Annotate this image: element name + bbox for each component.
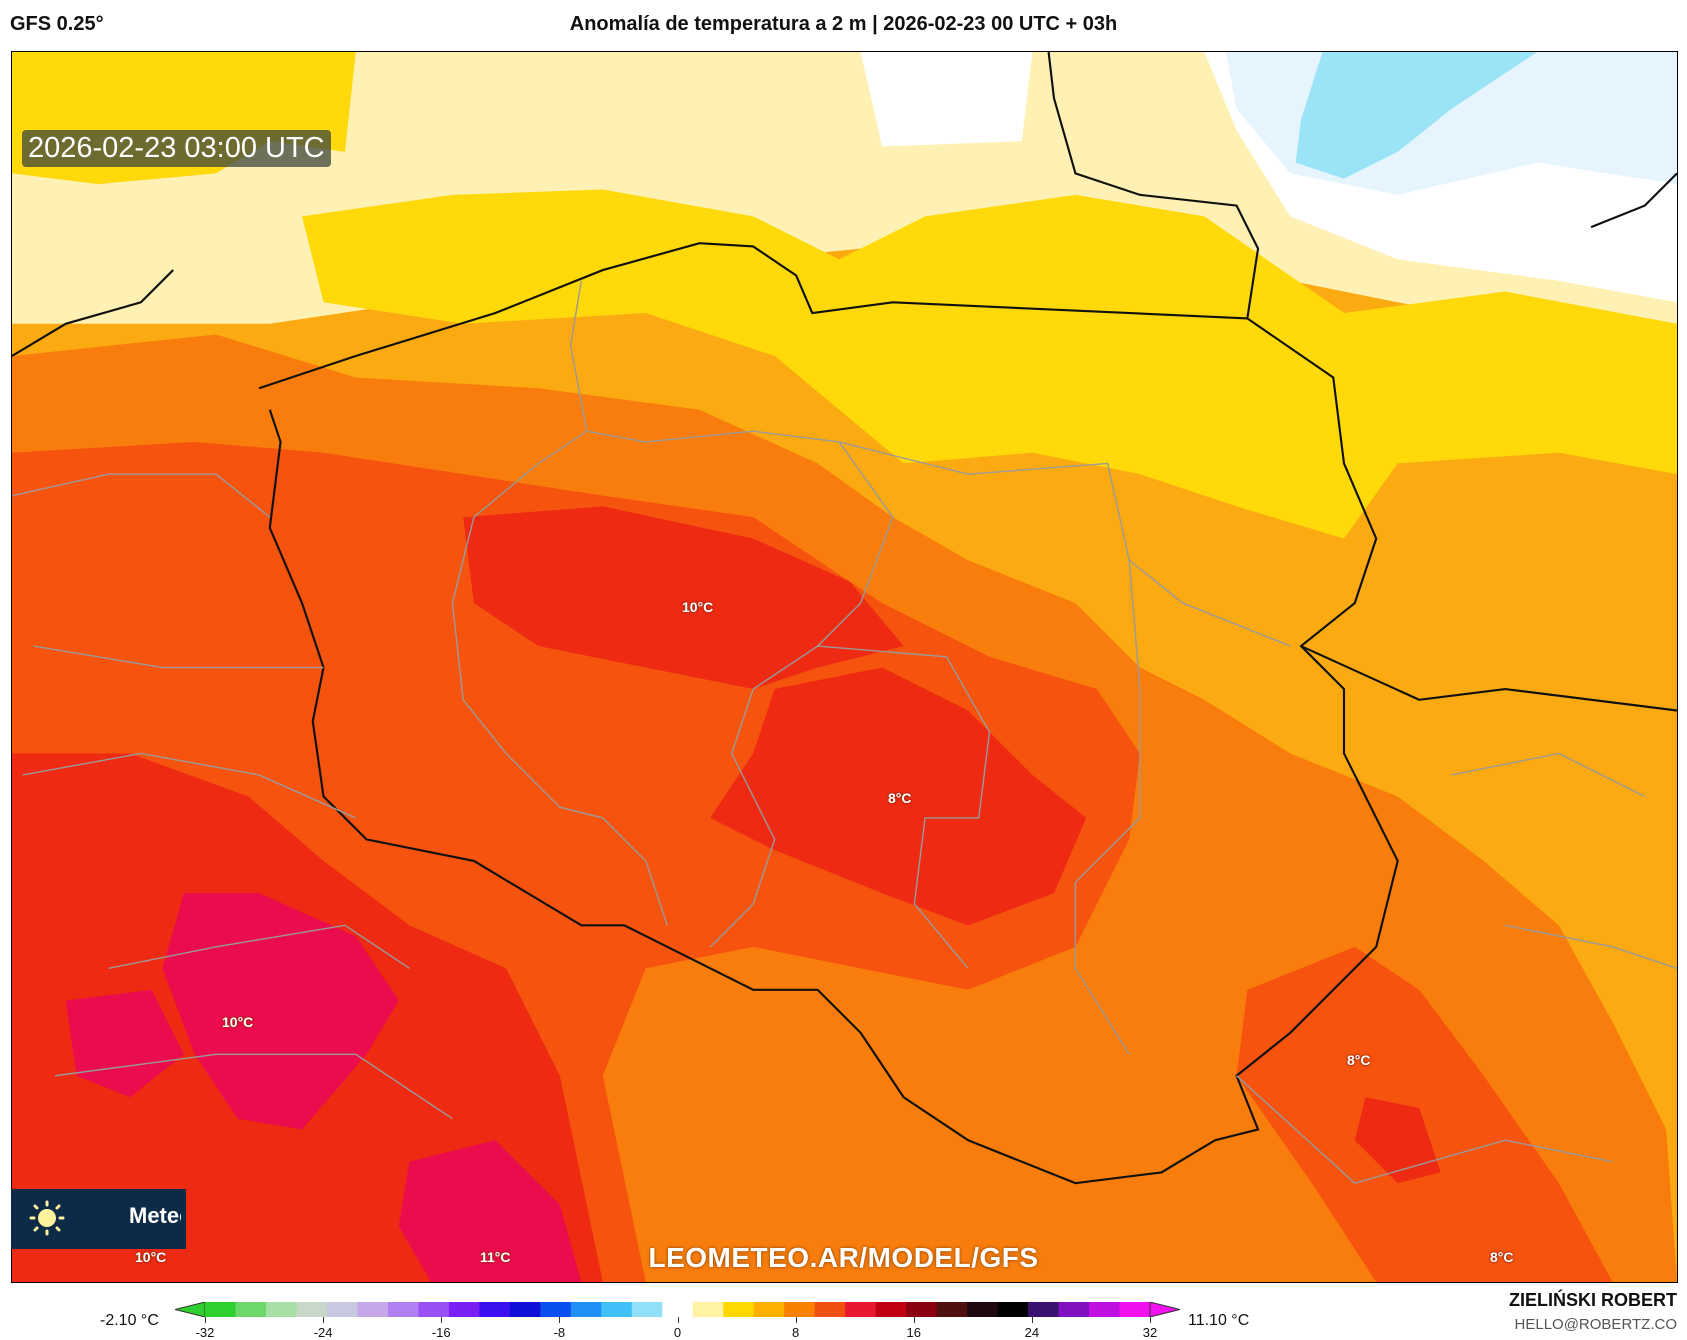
colorbar-segment — [1089, 1302, 1121, 1317]
colorbar-segment — [326, 1302, 358, 1317]
colorbar-segment — [418, 1302, 450, 1317]
field-magenta-red — [65, 893, 582, 1282]
colorbar-max-label: 11.10 °C — [1188, 1312, 1250, 1329]
colorbar-segment — [1028, 1302, 1060, 1317]
colorbar-segment — [662, 1302, 694, 1317]
colorbar-tick — [559, 1317, 561, 1323]
colorbar-segment — [967, 1302, 999, 1317]
region-borders — [12, 280, 1677, 1184]
colorbar-segment — [723, 1302, 755, 1317]
colorbar-segment — [845, 1302, 877, 1317]
model-label: GFS 0.25° — [10, 13, 104, 35]
field-red — [12, 506, 1441, 1282]
contour-label: 10°C — [222, 1014, 254, 1030]
colorbar-tick — [913, 1317, 915, 1323]
colorbar-tick — [1150, 1317, 1151, 1323]
colorbar-segment — [509, 1302, 541, 1317]
colorbar-segment — [265, 1302, 297, 1317]
colorbar-tick-label: -24 — [313, 1325, 333, 1340]
logo-text: Meteo — [129, 1203, 181, 1228]
colorbar-segment — [875, 1302, 907, 1317]
contour-label: 8°C — [1347, 1052, 1371, 1068]
colorbar-segment — [448, 1302, 480, 1317]
colorbar-segment — [205, 1302, 236, 1317]
colorbar-segment — [296, 1302, 328, 1317]
colorbar-tick-label: -32 — [195, 1325, 215, 1340]
colorbar-segment — [906, 1302, 938, 1317]
colorbar-tick-label: -8 — [553, 1325, 566, 1340]
colorbar-segment — [936, 1302, 968, 1317]
contour-label: 8°C — [888, 790, 912, 806]
colorbar-tick — [1031, 1317, 1033, 1323]
contour-label: 8°C — [1490, 1249, 1514, 1265]
colorbar-max-arrow — [1149, 1302, 1180, 1317]
chart-title: Anomalía de temperatura a 2 m | 2026-02-… — [569, 13, 1118, 35]
colorbar-segment — [692, 1302, 724, 1317]
colorbar-segment — [540, 1302, 572, 1317]
field-yellow — [12, 52, 1677, 539]
colorbar-segment — [1058, 1302, 1090, 1317]
contour-label: 11°C — [480, 1249, 511, 1265]
colorbar-tick-label: 32 — [1142, 1325, 1158, 1340]
contour-label: 10°C — [135, 1249, 167, 1265]
colorbar-tick-label: 0 — [673, 1325, 682, 1340]
colorbar-tick-label: 8 — [792, 1325, 800, 1340]
author-email[interactable]: HELLO@ROBERTZ.CO — [1514, 1316, 1677, 1333]
colorbar — [175, 1302, 1180, 1317]
colorbar-segment — [784, 1302, 816, 1317]
field-light-blue — [1295, 52, 1538, 179]
author-credit: ZIELIŃSKI ROBERT — [1508, 1290, 1677, 1310]
colorbar-segment — [235, 1302, 267, 1317]
colorbar-tick-label: 16 — [906, 1325, 921, 1340]
colorbar-segment — [479, 1302, 511, 1317]
colorbar-segment — [1119, 1302, 1151, 1317]
colorbar-segment — [387, 1302, 419, 1317]
colorbar-tick-label: 24 — [1024, 1325, 1040, 1340]
colorbar-tick-label: -16 — [431, 1325, 451, 1340]
colorbar-segment — [570, 1302, 602, 1317]
sun-icon — [29, 1200, 65, 1236]
coastline-borders — [12, 52, 1677, 1185]
contour-field — [12, 52, 1677, 1282]
valid-time-stamp: 2026-02-23 03:00 UTC — [22, 130, 331, 167]
colorbar-segment — [753, 1302, 785, 1317]
colorbar-segment — [601, 1302, 633, 1317]
colorbar-segment — [997, 1302, 1029, 1317]
colorbar-tick — [323, 1317, 325, 1323]
colorbar-tick — [441, 1317, 443, 1323]
temperature-anomaly-map[interactable]: 2026-02-23 03:00 UTC 10°C 8°C 10°C 8°C 1… — [11, 51, 1678, 1283]
contour-label: 10°C — [682, 599, 714, 615]
colorbar-tick — [795, 1317, 797, 1323]
colorbar-min-arrow — [175, 1302, 206, 1317]
meteo-logo[interactable]: Meteo — [11, 1189, 186, 1249]
colorbar-tick — [677, 1317, 679, 1323]
colorbar-min-label: -2.10 °C — [100, 1312, 159, 1329]
colorbar-segment — [814, 1302, 846, 1317]
colorbar-segment — [357, 1302, 389, 1317]
colorbar-segment — [631, 1302, 663, 1317]
colorbar-tick — [205, 1317, 206, 1323]
watermark: LEOMETEO.AR/MODEL/GFS — [648, 1242, 1039, 1273]
